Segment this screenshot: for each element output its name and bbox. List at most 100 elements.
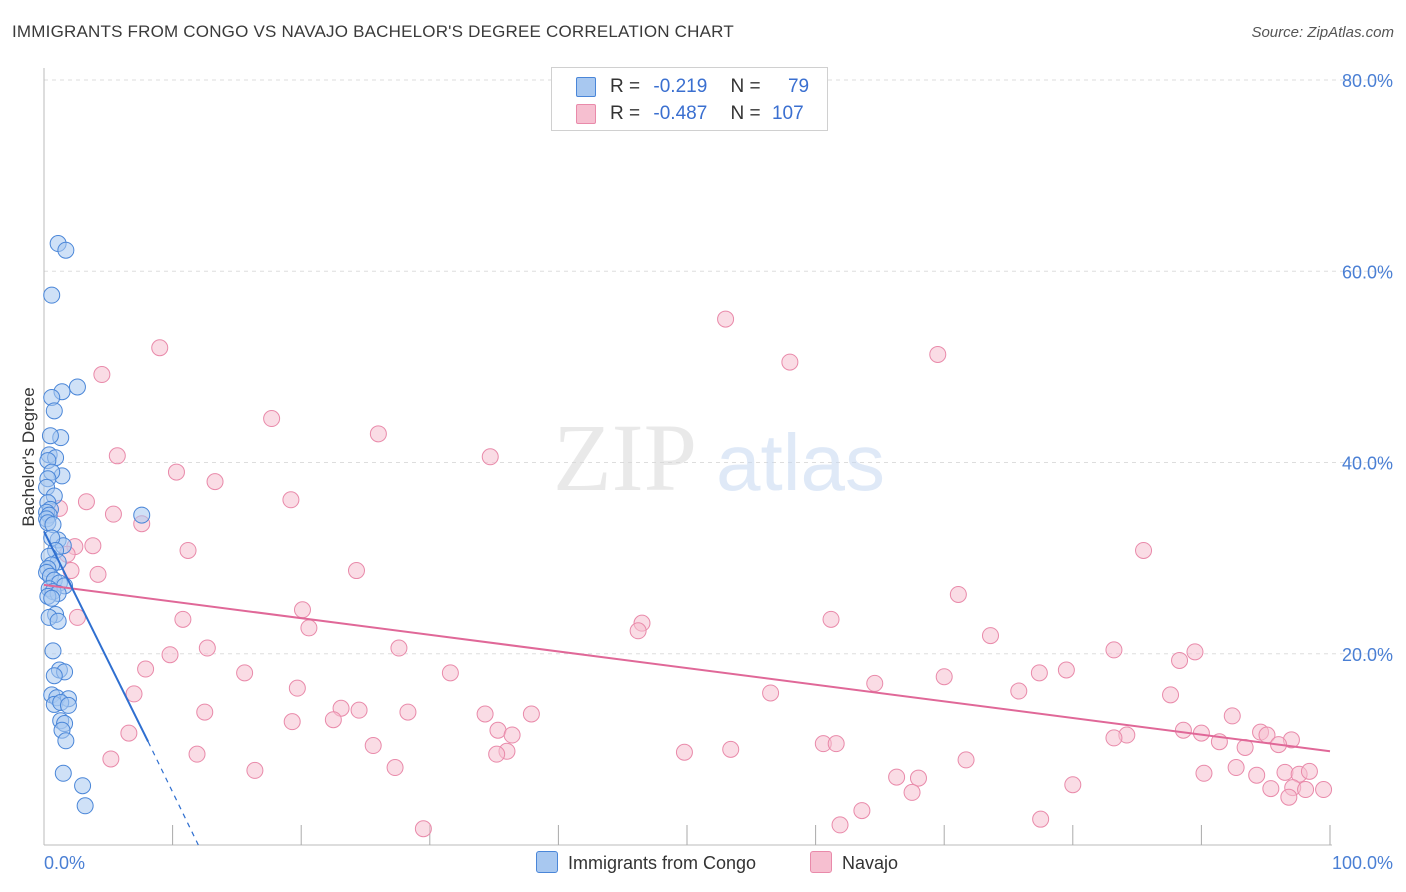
congo-r-label: R = [610,76,641,97]
navajo-point [104,505,122,523]
congo-point [76,797,94,815]
navajo-point [125,685,143,703]
congo-trend-line [43,530,150,743]
navajo-point [981,627,999,645]
congo-n-value: 79 [787,76,810,97]
navajo-point [722,740,740,758]
navajo-point [1064,776,1082,794]
navajo-point [300,619,318,637]
navajo-point [246,761,264,779]
navajo-point [1262,780,1280,798]
navajo-point [161,646,179,664]
navajo-point [909,769,927,787]
navajo-point [489,721,507,739]
bottom-legend-navajo: Navajo [810,851,898,874]
navajo-point [522,705,540,723]
y-tick-label-80: 80.0% [1342,71,1393,91]
navajo-n-label: N = [730,103,761,124]
navajo-point [949,585,967,603]
navajo-point [1186,643,1204,661]
navajo-point [957,751,975,769]
navajo-point [283,713,301,731]
navajo-point [386,759,404,777]
navajo-point [935,668,953,686]
navajo-point [151,339,169,357]
navajo-point [1171,651,1189,669]
navajo-point [675,743,693,761]
watermark: ZIP atlas [553,404,885,511]
navajo-point [903,783,921,801]
navajo-point [102,750,120,768]
congo-swatch [576,77,596,97]
navajo-point [93,366,111,384]
navajo-point [1010,682,1028,700]
navajo-point [120,724,138,742]
navajo-point [929,345,947,363]
y-axis-label: Bachelor's Degree [19,387,38,526]
navajo-point [822,610,840,628]
navajo-point [137,660,155,678]
navajo-point [198,639,216,657]
navajo-point [488,745,506,763]
chart-title: IMMIGRANTS FROM CONGO VS NAVAJO BACHELOR… [12,22,734,41]
navajo-point [1105,729,1123,747]
congo-point [133,506,151,524]
navajo-point [1174,721,1192,739]
navajo-point [1276,763,1294,781]
congo-point [49,612,67,630]
bottom-congo-label: Immigrants from Congo [568,853,757,873]
navajo-series [50,310,1333,838]
navajo-point [503,726,521,744]
navajo-point [188,745,206,763]
watermark-zip: ZIP [553,404,697,511]
congo-point [59,696,77,714]
navajo-point [1223,707,1241,725]
navajo-point [108,447,126,465]
navajo-point [888,768,906,786]
navajo-point [1057,661,1075,679]
gridlines [44,79,1392,655]
navajo-point [324,711,342,729]
navajo-r-value: -0.487 [653,103,708,124]
trend-lines [43,530,1331,846]
congo-point [74,777,92,795]
navajo-point [1297,781,1315,799]
congo-point [68,378,86,396]
navajo-point [827,735,845,753]
navajo-point [399,703,417,721]
navajo-point [167,463,185,481]
navajo-point [77,493,95,511]
congo-point [44,642,62,660]
navajo-point [68,608,86,626]
congo-point [57,241,75,259]
bottom-congo-swatch [536,851,558,873]
navajo-point [481,448,499,466]
congo-point [43,286,61,304]
navajo-point [1248,766,1266,784]
navajo-point [1135,541,1153,559]
navajo-point [1030,664,1048,682]
navajo-point [288,679,306,697]
navajo-point [1195,764,1213,782]
navajo-point [282,491,300,509]
navajo-point [629,622,647,640]
congo-point [54,764,72,782]
navajo-point [89,565,107,583]
navajo-point [196,703,214,721]
congo-point [43,589,61,607]
navajo-point [1280,788,1298,806]
navajo-point [414,820,432,838]
navajo-point [717,310,735,328]
bottom-navajo-label: Navajo [842,853,899,873]
correlation-legend: R = -0.219 N = 79 R = -0.487 N = 107 [551,67,828,131]
navajo-point [206,473,224,491]
navajo-point [476,705,494,723]
navajo-point [866,674,884,692]
x-tick-label-min: 0.0% [44,853,85,873]
navajo-point [84,537,102,555]
navajo-point [263,410,281,428]
y-tick-label-20: 20.0% [1342,645,1393,665]
navajo-point [781,353,799,371]
y-tick-label-60: 60.0% [1342,262,1393,282]
navajo-n-value: 107 [771,103,804,124]
